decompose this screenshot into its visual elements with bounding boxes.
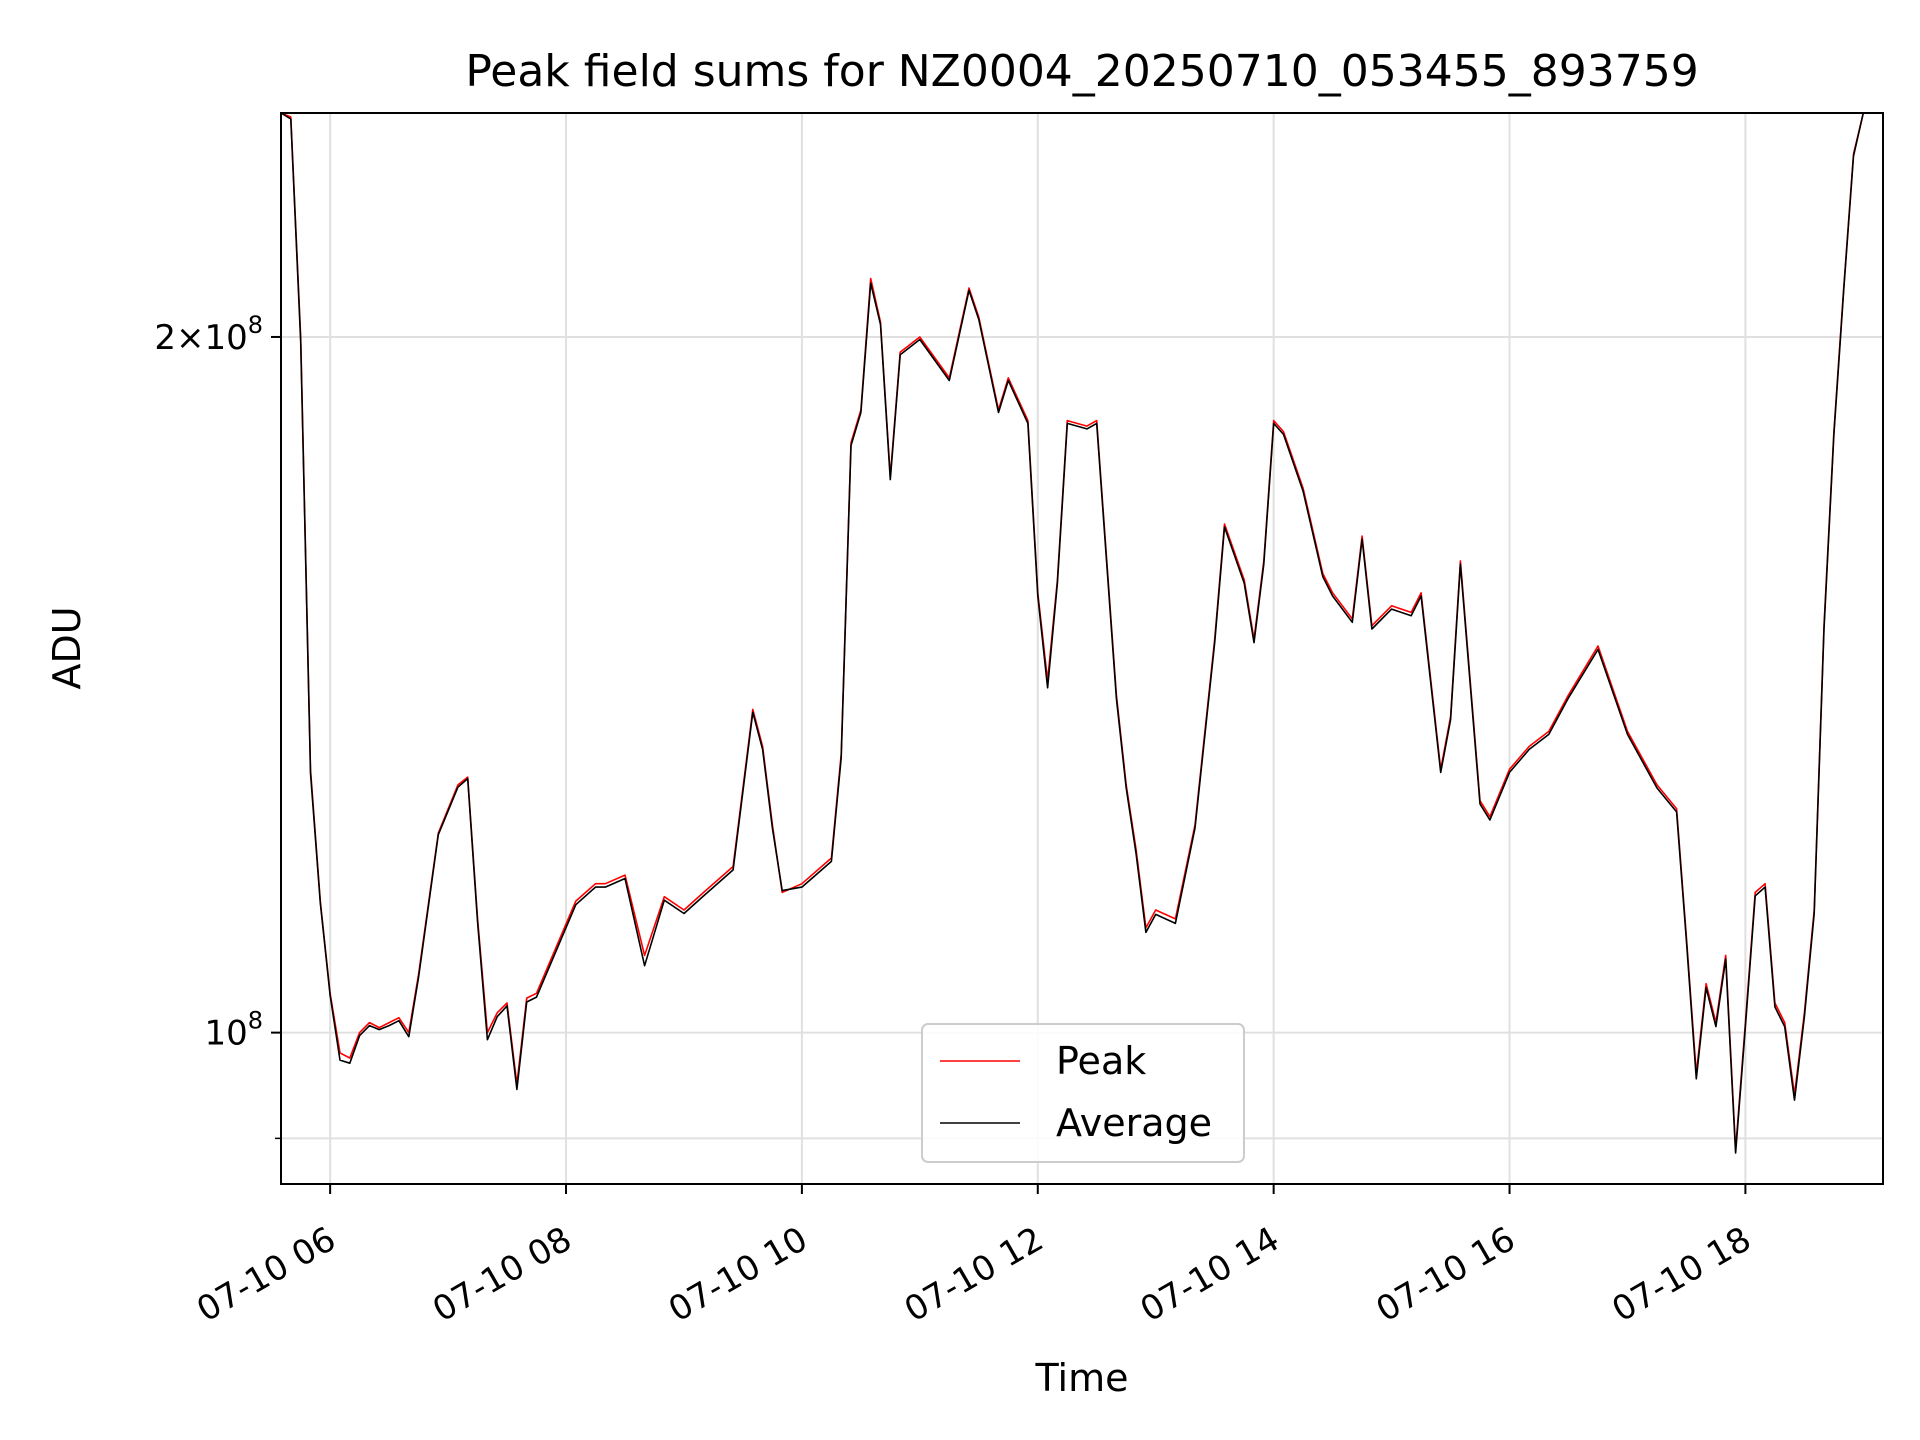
legend: Peak Average — [922, 1024, 1244, 1162]
chart-title: Peak field sums for NZ0004_20250710_0534… — [465, 46, 1698, 97]
y-axis-label: ADU — [45, 606, 89, 689]
x-axis-label: Time — [1035, 1356, 1129, 1400]
legend-label-peak: Peak — [1056, 1039, 1146, 1083]
y-tick-label: 2×108 — [154, 311, 263, 358]
legend-label-average: Average — [1056, 1101, 1212, 1145]
